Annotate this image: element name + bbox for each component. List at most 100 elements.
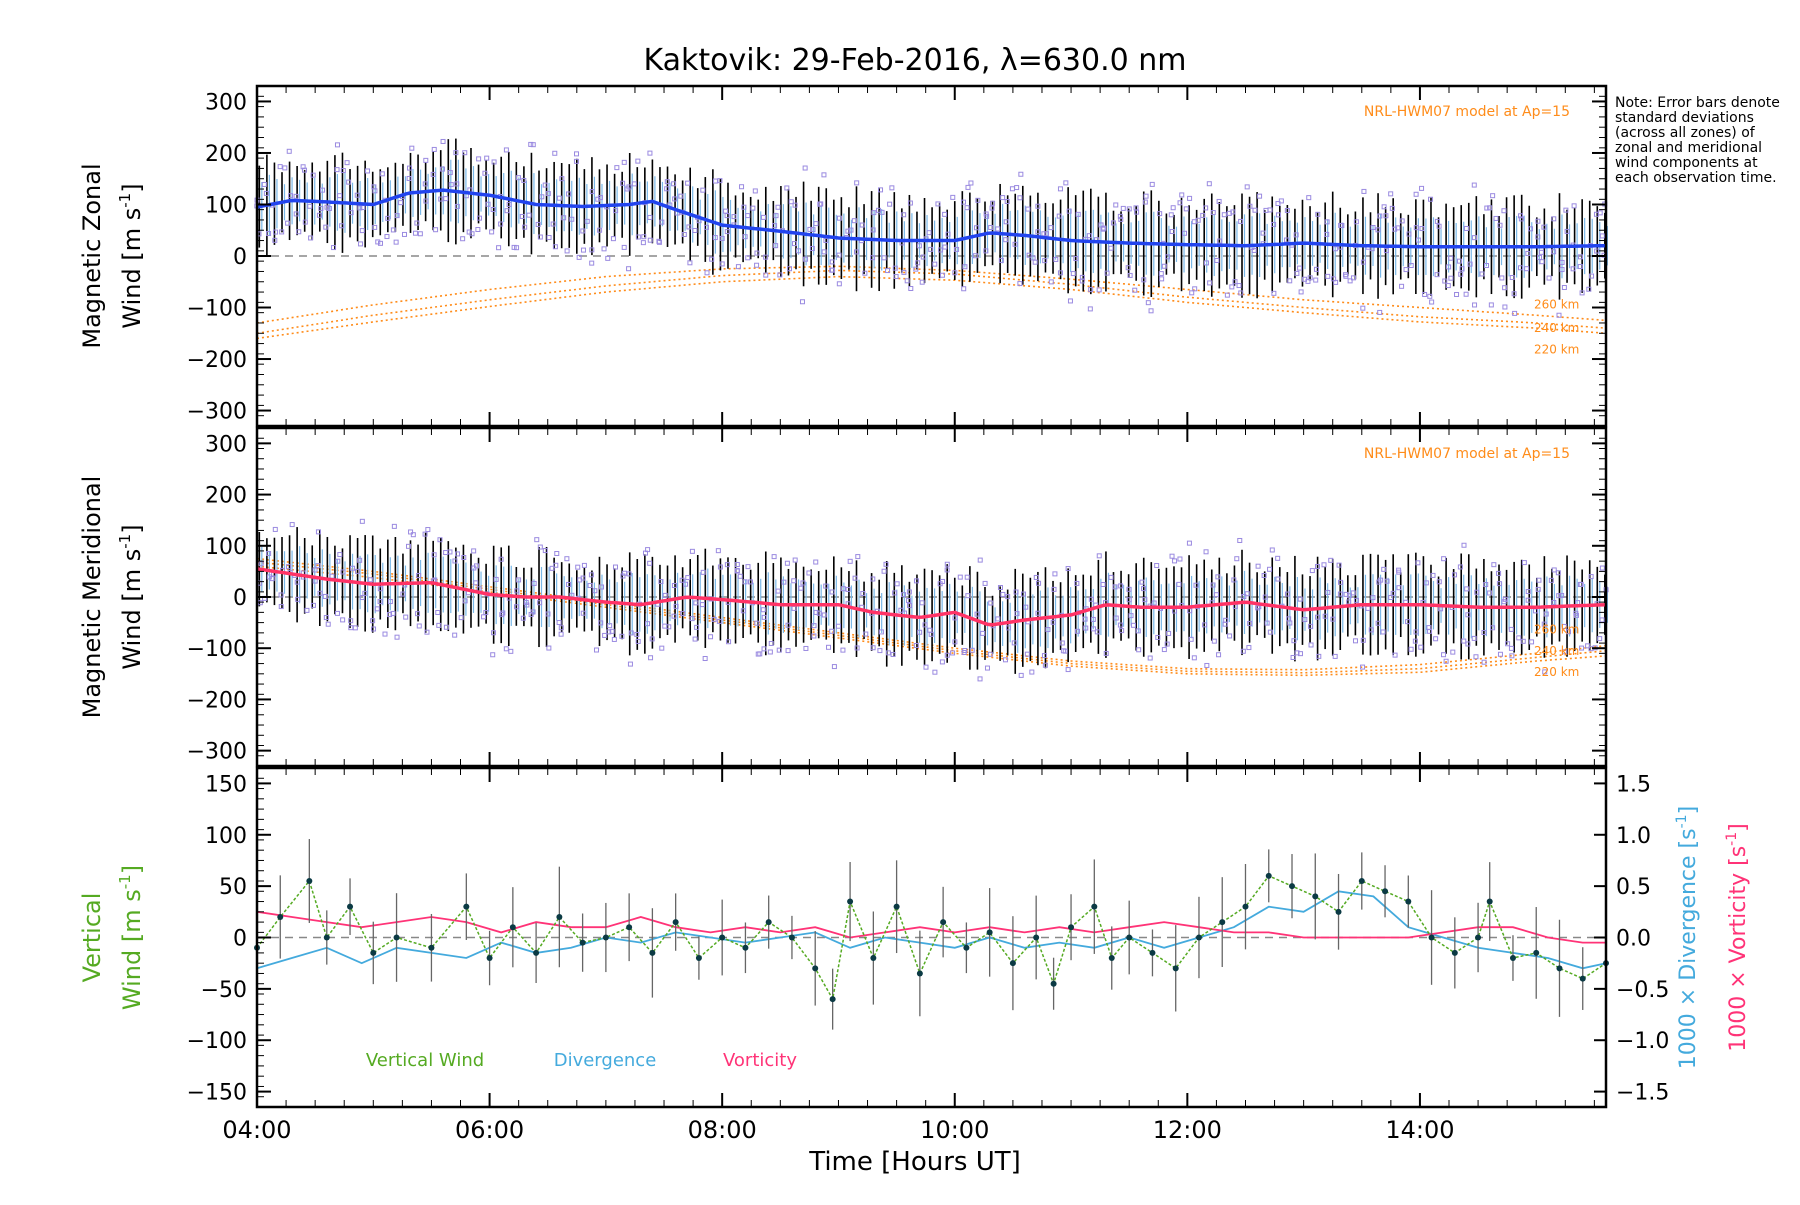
zone-point: [1375, 227, 1381, 233]
vertical-wind-point: [602, 934, 609, 941]
zone-point: [671, 613, 677, 619]
zone-point: [602, 632, 608, 638]
vertical-wind-point: [306, 878, 313, 884]
zone-point: [1563, 207, 1569, 213]
vertical-wind-point: [1289, 883, 1296, 890]
zone-point: [1452, 572, 1458, 578]
label-sup: -1: [1724, 832, 1740, 846]
zone-point: [954, 246, 960, 252]
zone-point: [1136, 647, 1142, 653]
zone-point: [745, 213, 751, 219]
zone-point: [1541, 224, 1547, 230]
zone-point: [1384, 578, 1390, 584]
zone-point: [1381, 204, 1387, 210]
zone-point: [760, 214, 766, 220]
zone-point: [681, 231, 687, 237]
zone-point: [337, 552, 343, 558]
label-part: Wind [m s: [118, 549, 146, 670]
zone-point: [1412, 638, 1418, 644]
zone-point: [1442, 278, 1448, 284]
zone-point: [398, 200, 404, 206]
zone-point: [907, 603, 913, 609]
zone-point: [1056, 213, 1062, 219]
zone-point: [584, 218, 590, 224]
zone-point: [520, 615, 526, 621]
zone-point: [524, 602, 530, 608]
zone-point: [1203, 549, 1209, 555]
zone-point: [537, 544, 543, 550]
y-axis-label-line2: Wind [m s-1]: [116, 183, 146, 328]
zone-point: [855, 554, 861, 560]
zone-point: [1457, 564, 1463, 570]
zone-point: [257, 600, 263, 606]
zone-point: [990, 200, 996, 206]
zone-point: [724, 562, 730, 568]
vertical-wind-point: [916, 970, 923, 977]
zone-point: [1267, 566, 1273, 572]
zone-point: [1187, 195, 1193, 201]
y-tick-label: 100: [205, 535, 247, 560]
zone-point: [528, 141, 534, 147]
zone-point: [1448, 255, 1454, 261]
zone-point: [1087, 306, 1093, 312]
zone-point: [726, 639, 732, 645]
zone-point: [809, 246, 815, 252]
zone-point: [613, 208, 619, 214]
zone-point: [747, 579, 753, 585]
zone-point: [391, 523, 397, 529]
vertical-wind-point: [1579, 975, 1586, 982]
zone-point: [1535, 586, 1541, 592]
y-tick-label: 0: [233, 245, 247, 270]
y-axis-label-line2: Wind [m s-1]: [116, 524, 146, 669]
zone-point: [1396, 585, 1402, 591]
zone-point: [1042, 258, 1048, 264]
right-y-tick-label: −0.5: [1616, 978, 1669, 1003]
zone-point: [549, 565, 555, 571]
zone-point: [1556, 312, 1562, 318]
zone-point: [1347, 278, 1353, 284]
zone-point: [1461, 542, 1467, 548]
zone-point: [974, 611, 980, 617]
zone-point: [717, 564, 723, 570]
zone-point: [1551, 599, 1557, 605]
zone-point: [620, 180, 626, 186]
zone-point: [919, 600, 925, 606]
model-curve-220km: [256, 565, 1607, 677]
zone-point: [913, 266, 919, 272]
x-tick-label: 08:00: [688, 1116, 757, 1144]
zone-point: [598, 620, 604, 626]
vertical-wind-point: [533, 949, 540, 956]
zone-point: [1490, 193, 1496, 199]
zone-point: [785, 622, 791, 628]
zone-point: [870, 227, 876, 233]
zone-point: [968, 180, 974, 186]
zone-point: [475, 226, 481, 232]
zone-point: [490, 206, 496, 212]
zone-point: [1488, 302, 1494, 308]
zone-point: [662, 623, 668, 629]
vertical-wind-point: [393, 934, 400, 941]
zone-point: [1108, 245, 1114, 251]
zone-point: [1053, 256, 1059, 262]
zone-point: [431, 552, 437, 558]
zone-point: [942, 211, 948, 217]
zone-point: [1271, 221, 1277, 227]
zone-point: [476, 215, 482, 221]
zone-point: [462, 150, 468, 156]
zone-point: [1392, 652, 1398, 658]
label-part: 1000 × Vorticity [s: [1726, 846, 1751, 1052]
mean-wind-line: [256, 567, 1607, 627]
zone-point: [357, 205, 363, 211]
zone-point: [647, 150, 653, 156]
zone-point: [293, 193, 299, 199]
zone-point: [302, 219, 308, 225]
zone-point: [1065, 566, 1071, 572]
zone-point: [574, 151, 580, 157]
zone-point: [384, 234, 390, 240]
zone-point: [310, 602, 316, 608]
zone-point: [904, 278, 910, 284]
zone-point: [785, 648, 791, 654]
zone-point: [680, 611, 686, 617]
zone-point: [1057, 186, 1063, 192]
zone-point: [1216, 198, 1222, 204]
